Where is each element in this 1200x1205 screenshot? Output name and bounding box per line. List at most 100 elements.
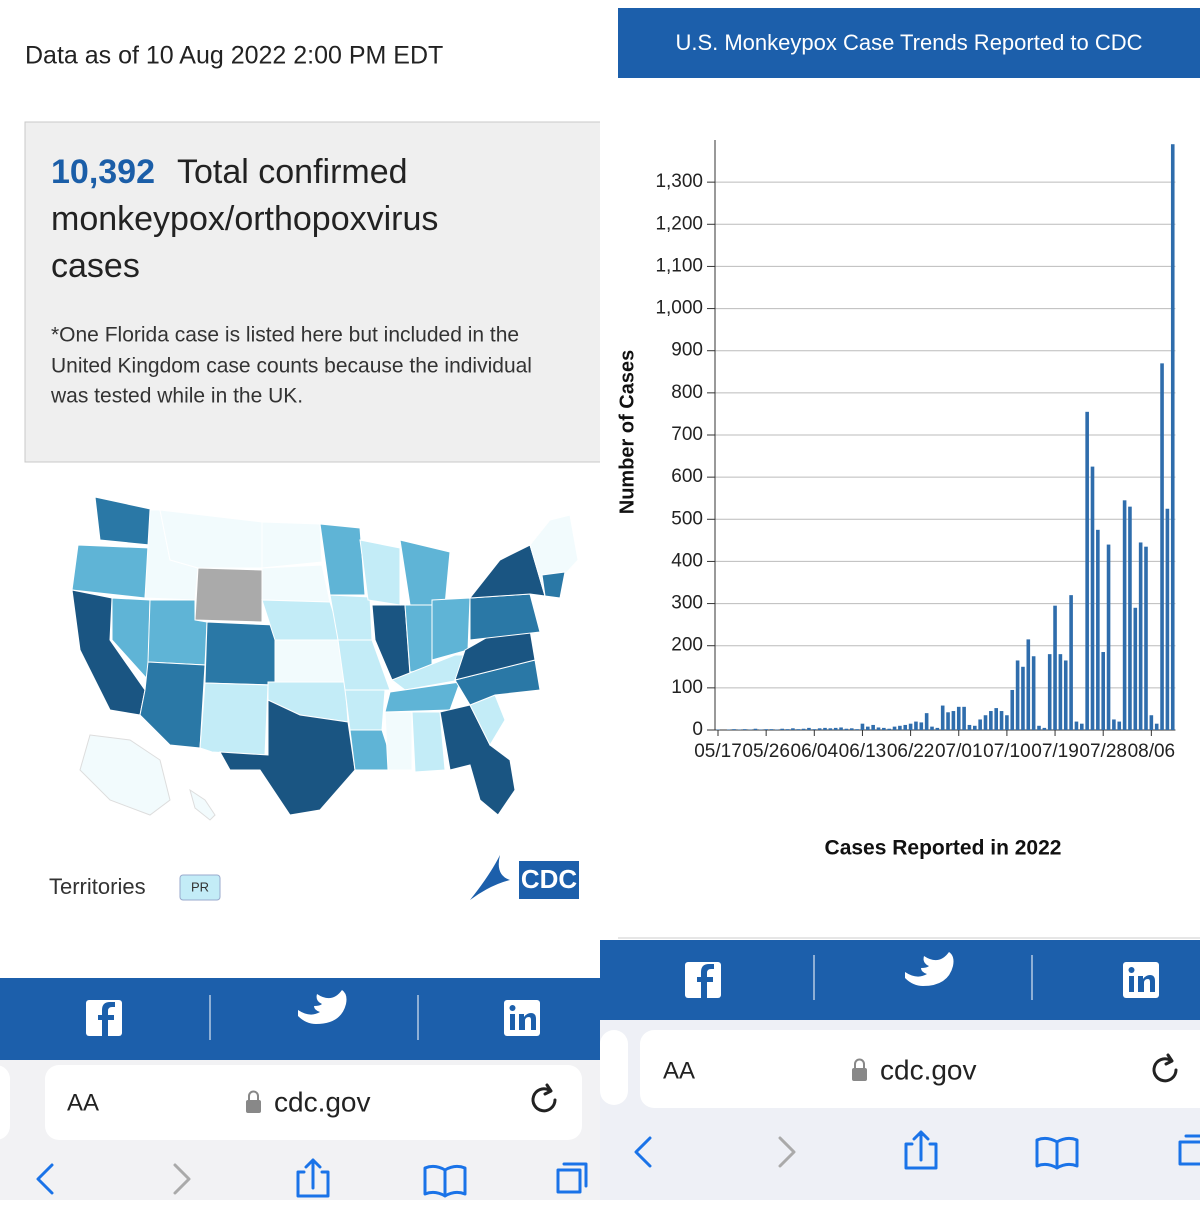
bar <box>978 719 982 730</box>
data-date: Data as of 10 Aug 2022 2:00 PM EDT <box>25 42 443 70</box>
bar <box>1080 724 1084 730</box>
bar <box>839 727 843 730</box>
y-tick-label: 900 <box>671 340 703 361</box>
bar <box>834 728 838 730</box>
bar <box>1155 724 1159 730</box>
y-axis-label: Number of Cases <box>616 350 638 515</box>
bar <box>930 727 934 730</box>
bar <box>968 725 972 730</box>
bar <box>1101 652 1105 730</box>
note: United Kingdom case counts because the i… <box>51 355 532 378</box>
bar <box>909 724 913 730</box>
x-tick-label: 05/26 <box>742 741 790 762</box>
bar <box>1117 722 1121 730</box>
x-tick-label: 08/06 <box>1128 741 1176 762</box>
bar <box>780 729 784 730</box>
bar <box>952 711 956 730</box>
bar <box>796 729 800 730</box>
y-tick-label: 200 <box>671 635 703 656</box>
bar <box>1005 715 1009 730</box>
bar <box>1150 715 1154 730</box>
bar <box>882 728 886 730</box>
bar <box>1000 711 1004 730</box>
note: was tested while in the UK. <box>50 385 303 408</box>
headline: Total confirmed <box>177 153 408 191</box>
bar <box>1064 660 1068 730</box>
bar <box>1010 690 1014 730</box>
text-size-button[interactable]: AA <box>663 1057 695 1084</box>
facebook-icon[interactable] <box>685 962 721 998</box>
y-tick-label: 100 <box>671 677 703 698</box>
bar <box>1144 547 1148 730</box>
y-tick-label: 1,000 <box>655 298 703 319</box>
bar <box>807 728 811 730</box>
linkedin-icon[interactable] <box>504 1000 540 1036</box>
address-bar-edge <box>0 1065 10 1140</box>
bar <box>1134 608 1138 730</box>
bar <box>984 715 988 730</box>
bar <box>1112 719 1116 730</box>
bar <box>871 725 875 730</box>
bar <box>1059 654 1063 730</box>
territories-label: Territories <box>49 874 146 899</box>
bar <box>813 729 817 730</box>
y-tick-label: 1,100 <box>655 255 703 276</box>
bar <box>887 729 891 730</box>
bar <box>845 729 849 730</box>
x-tick-label: 07/28 <box>1079 741 1127 762</box>
y-tick-label: 600 <box>671 466 703 487</box>
bar <box>973 726 977 730</box>
bar <box>877 727 881 730</box>
y-tick-label: 400 <box>671 550 703 571</box>
bar <box>957 707 961 730</box>
bar <box>941 706 945 730</box>
cdc-logo-text: CDC <box>521 864 578 894</box>
bar <box>1032 656 1036 730</box>
bar <box>855 729 859 730</box>
linkedin-icon[interactable] <box>1123 962 1159 998</box>
bar <box>732 729 736 730</box>
territory-button-label: PR <box>191 879 209 894</box>
y-tick-label: 0 <box>692 719 703 740</box>
bar <box>1037 726 1041 730</box>
bar <box>791 728 795 730</box>
bar <box>823 728 827 730</box>
text-size-button[interactable]: AA <box>67 1089 99 1116</box>
bar <box>1123 500 1127 730</box>
y-tick-label: 1,300 <box>655 171 703 192</box>
bar <box>1075 722 1079 730</box>
bar <box>1053 606 1057 730</box>
facebook-icon[interactable] <box>86 1000 122 1036</box>
x-tick-label: 07/19 <box>1031 741 1079 762</box>
bar <box>818 728 822 730</box>
x-tick-label: 06/04 <box>791 741 839 762</box>
bar <box>1085 412 1089 730</box>
headline: cases <box>51 247 140 285</box>
bar <box>1091 467 1095 730</box>
address-bar-edge <box>600 1030 628 1105</box>
bar <box>1107 545 1111 730</box>
y-tick-label: 800 <box>671 382 703 403</box>
x-tick-label: 07/01 <box>935 741 983 762</box>
bar <box>1160 363 1164 730</box>
bar <box>1048 654 1052 730</box>
bar <box>770 729 774 730</box>
y-tick-label: 1,200 <box>655 213 703 234</box>
bar <box>1027 639 1031 730</box>
bar <box>1096 530 1100 730</box>
bar <box>920 722 924 730</box>
bar <box>903 725 907 730</box>
bar <box>1069 595 1073 730</box>
bar <box>962 707 966 730</box>
bar <box>802 729 806 730</box>
bar <box>764 729 768 730</box>
x-tick-label: 06/22 <box>887 741 935 762</box>
bar <box>1139 542 1143 730</box>
bar <box>994 708 998 730</box>
chart-title: U.S. Monkeypox Case Trends Reported to C… <box>675 30 1142 55</box>
url: cdc.gov <box>880 1054 977 1085</box>
bar <box>1171 144 1175 730</box>
bar <box>786 729 790 730</box>
x-tick-label: 06/13 <box>839 741 887 762</box>
